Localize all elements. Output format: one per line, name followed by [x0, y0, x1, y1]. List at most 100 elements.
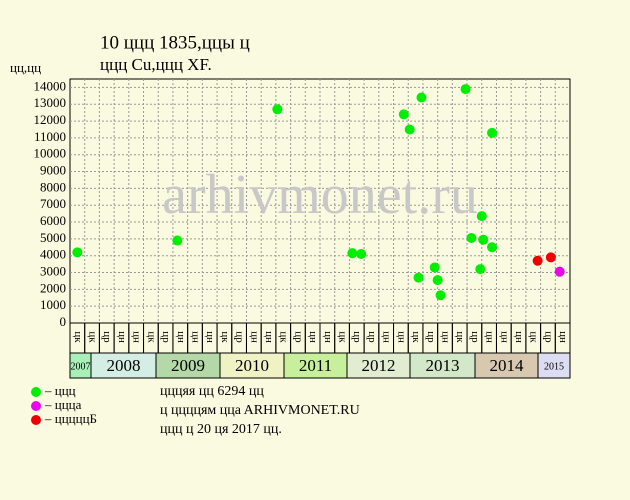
point — [72, 247, 83, 258]
column-label: цн — [513, 331, 525, 343]
column-label: цн — [189, 331, 201, 343]
chart-subtitle: ццц Cu,ццц XF. — [100, 55, 212, 74]
year-label: 2015 — [544, 361, 564, 372]
point — [487, 242, 498, 253]
year-band — [346, 352, 411, 379]
point — [476, 211, 487, 222]
note: ц ццццям ццa ARHIVMONET.RU — [160, 403, 360, 418]
watermark: arhivmonet.ru — [162, 164, 478, 226]
point — [554, 266, 565, 277]
point — [532, 255, 543, 266]
column-label: цн — [263, 331, 275, 343]
point — [356, 249, 367, 260]
point — [487, 127, 498, 138]
year-band — [474, 352, 539, 379]
column-label: цн — [131, 331, 143, 343]
year-label: 2014 — [490, 356, 525, 375]
point — [460, 84, 471, 95]
column-label: цн — [307, 331, 319, 343]
column-label: цр — [351, 331, 363, 343]
year-band — [537, 352, 571, 379]
y-tick-label: 11000 — [34, 129, 66, 144]
column-label: цр — [292, 331, 304, 343]
y-tick-label: 5000 — [40, 230, 66, 245]
column-label: цк — [454, 331, 466, 343]
year-label: 2008 — [107, 356, 141, 375]
year-label: 2009 — [171, 356, 205, 375]
point — [347, 248, 358, 259]
point — [404, 124, 415, 135]
legend-label: – ццц — [44, 383, 76, 398]
column-label: цн — [484, 331, 496, 343]
column-label: цк — [72, 331, 84, 343]
point — [545, 252, 556, 263]
column-label: цк — [145, 331, 157, 343]
point — [435, 290, 446, 301]
column-label: цн — [395, 331, 407, 343]
year-band — [155, 352, 221, 379]
column-label: цн — [381, 331, 393, 343]
y-tick-label: 0 — [60, 314, 67, 329]
note: ццц ц 20 ця 2017 цц. — [160, 422, 282, 437]
y-tick-label: 4000 — [40, 247, 66, 262]
column-label: цк — [337, 331, 349, 343]
y-tick-label: 1000 — [40, 297, 66, 312]
point — [413, 272, 424, 283]
column-label: цк — [219, 331, 231, 343]
y-tick-label: 14000 — [34, 78, 67, 93]
year-band — [409, 352, 476, 379]
point — [398, 109, 409, 120]
point — [466, 233, 477, 244]
point — [432, 275, 443, 286]
column-label: цр — [234, 331, 246, 343]
column-label: цр — [425, 331, 437, 343]
column-label: цн — [248, 331, 260, 343]
column-label: цк — [278, 331, 290, 343]
column-label: цн — [439, 331, 451, 343]
y-tick-label: 12000 — [34, 112, 67, 127]
y-axis-label: цц,цц — [10, 60, 41, 75]
y-tick-label: 2000 — [40, 280, 66, 295]
column-label: цр — [101, 331, 113, 343]
column-label: цк — [528, 331, 540, 343]
legend-label: – цццццБ — [44, 411, 97, 426]
column-label: цн — [204, 331, 216, 343]
legend-marker — [31, 401, 41, 411]
year-label: 2012 — [362, 356, 396, 375]
y-tick-label: 3000 — [40, 264, 66, 279]
note: цццяя цц 6294 цц — [160, 384, 264, 399]
year-label: 2013 — [426, 356, 460, 375]
legend-marker — [31, 387, 41, 397]
y-tick-label: 13000 — [34, 95, 67, 110]
y-tick-label: 9000 — [40, 163, 66, 178]
column-label: цр — [469, 331, 481, 343]
column-label: цр — [160, 331, 172, 343]
column-label: цк — [87, 331, 99, 343]
column-label: цн — [322, 331, 334, 343]
column-label: цн — [498, 331, 510, 343]
point — [272, 104, 283, 115]
point — [416, 92, 427, 103]
year-band — [219, 352, 285, 379]
column-label: цр — [542, 331, 554, 343]
year-label: 2007 — [71, 361, 91, 372]
year-band — [283, 352, 348, 379]
y-tick-label: 6000 — [40, 213, 66, 228]
point — [172, 235, 183, 246]
column-label: цр — [366, 331, 378, 343]
column-label: цн — [175, 331, 187, 343]
point — [429, 262, 440, 273]
year-label: 2011 — [299, 356, 332, 375]
chart-title: 10 ццц 1835,ццы ц — [100, 32, 250, 53]
year-band — [90, 352, 157, 379]
legend-label: – ццца — [44, 397, 82, 412]
point — [478, 234, 489, 245]
column-label: цн — [557, 331, 569, 343]
column-label: цн — [116, 331, 128, 343]
column-label: цк — [410, 331, 422, 343]
legend-marker — [31, 415, 41, 425]
y-tick-label: 10000 — [34, 146, 67, 161]
